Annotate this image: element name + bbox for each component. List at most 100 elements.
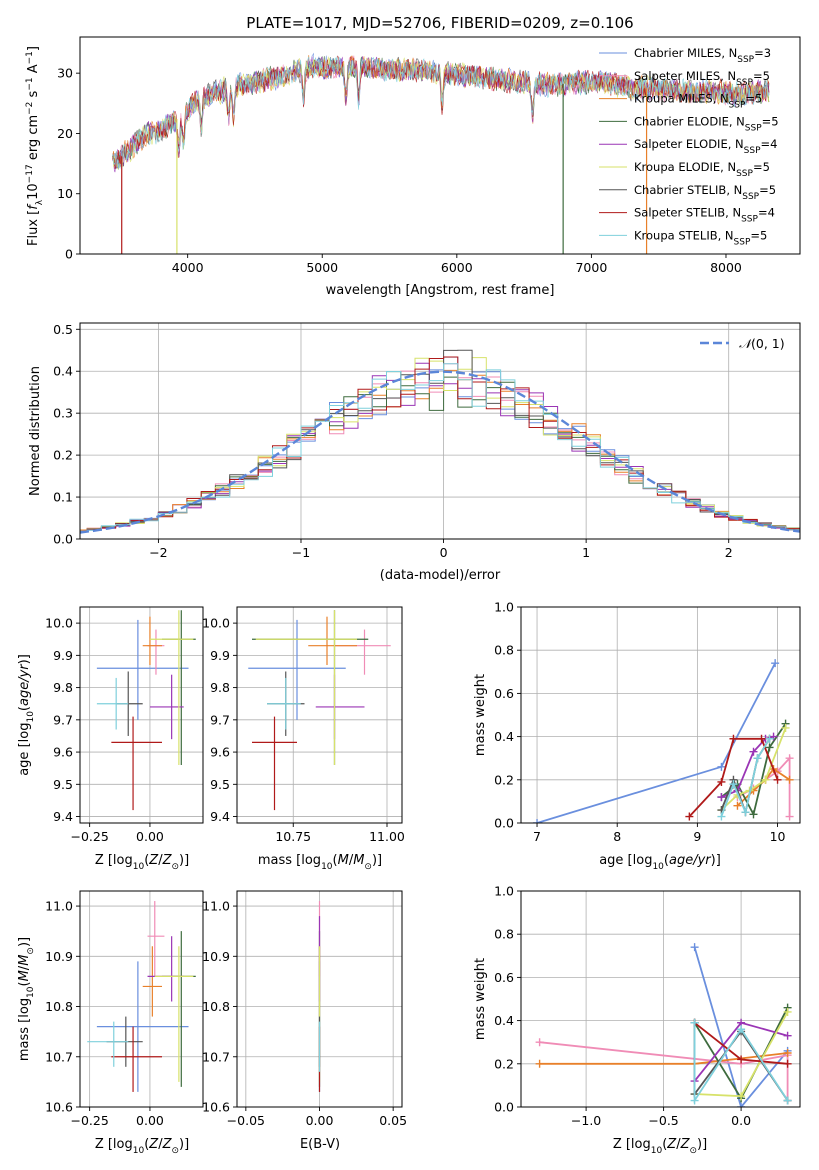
y-tick-label: 11.0	[202, 899, 230, 914]
axes-frame	[236, 606, 403, 824]
weight-marker	[783, 1007, 792, 1016]
weight-marker	[690, 943, 699, 952]
x-tick-label: 0.00	[306, 1113, 334, 1128]
legend-entry: Chabrier ELODIE, NSSP=5	[634, 114, 779, 133]
page-title: PLATE=1017, MJD=52706, FIBERID=0209, z=0…	[246, 14, 633, 32]
weight-marker	[771, 659, 780, 668]
axes-frame	[520, 606, 801, 824]
weight-marker	[717, 777, 726, 786]
plot-area	[533, 659, 794, 823]
y-tick-label: 9.4	[210, 809, 230, 824]
plot-area	[248, 610, 391, 811]
y-tick-label: 10.0	[45, 616, 73, 631]
legend-entry: Kroupa ELODIE, NSSP=5	[634, 160, 770, 179]
weight-marker	[685, 812, 694, 821]
plot-area	[80, 349, 800, 534]
weight-marker	[785, 812, 794, 821]
x-tick-label: 5000	[306, 260, 338, 275]
chart-massweight-vs-Z: −1.0 −0.5 0.0 0.0 0.2 0.4 0.6 0.8 1.0 Z [log10(Z/…	[473, 884, 801, 1156]
weight-marker	[783, 1059, 792, 1068]
legend-entry: Kroupa STELIB, NSSP=5	[634, 228, 767, 247]
y-tick-label: 9.7	[53, 712, 73, 727]
x-tick-label: 2	[725, 545, 733, 560]
weight-marker	[737, 1025, 746, 1034]
weight-marker	[690, 1096, 699, 1105]
y-axis-label: mass [log10(M/M⊙)]	[17, 937, 36, 1061]
axes-frame	[79, 606, 204, 824]
y-tick-label: 0.2	[494, 772, 514, 787]
x-tick-label: 0.00	[136, 829, 164, 844]
y-tick-label: 9.9	[210, 648, 230, 663]
weight-marker	[749, 747, 758, 756]
y-tick-label: 10.8	[45, 999, 73, 1014]
weight-series-line	[539, 1041, 789, 1101]
x-tick-label: 8000	[710, 260, 742, 275]
weight-series-line	[693, 1022, 789, 1104]
y-tick-label: 0.6	[494, 970, 514, 985]
y-tick-label: 10.9	[202, 949, 230, 964]
weight-marker	[737, 1092, 746, 1101]
legend-entry: Chabrier STELIB, NSSP=5	[634, 183, 776, 202]
y-tick-label: 9.7	[210, 712, 230, 727]
x-tick-label: 7000	[575, 260, 607, 275]
y-tick-label: 10.0	[202, 616, 230, 631]
chart-residuals: −2 −1 0 1 2 0.0 0.1 0.2 0.3 0.4 0.5 𝒩(0, 1) (data-mo…	[28, 322, 801, 583]
weight-marker	[717, 793, 726, 802]
y-tick-label: 0.0	[494, 1100, 514, 1115]
x-axis-label: Z [log10(Z/Z⊙)]	[613, 1137, 707, 1156]
y-tick-label: 0.0	[53, 532, 73, 547]
x-tick-label: −0.25	[70, 1113, 108, 1128]
y-axis-label: Flux [fλ10−17 erg cm−2 s−1 A−1]	[25, 46, 45, 246]
weight-marker	[733, 801, 742, 810]
y-tick-label: 20	[57, 126, 73, 141]
weight-marker	[785, 775, 794, 784]
x-tick-label: 10.75	[275, 829, 311, 844]
y-tick-label: 1.0	[494, 600, 514, 615]
y-tick-label: 0.2	[494, 1056, 514, 1071]
weight-marker	[729, 780, 738, 789]
y-tick-label: 30	[57, 66, 73, 81]
weight-marker	[741, 808, 750, 817]
x-tick-label: −0.25	[70, 829, 108, 844]
y-tick-label: 0.2	[53, 448, 73, 463]
x-axis-label: E(B-V)	[300, 1137, 340, 1152]
axes-frame	[79, 890, 204, 1108]
y-axis-label: age [log10(age/yr)]	[17, 654, 36, 776]
weight-marker	[690, 1018, 699, 1027]
weight-marker	[737, 1103, 746, 1107]
y-tick-label: 9.4	[53, 809, 73, 824]
x-tick-label: 6000	[441, 260, 473, 275]
y-tick-label: 9.5	[53, 777, 73, 792]
y-tick-label: 11.0	[45, 899, 73, 914]
chart-age-vs-Z: −0.25 0.00 9.4 9.5 9.6 9.7 9.8 9.9 10.0 Z [log10(…	[17, 606, 204, 872]
grid	[80, 607, 203, 823]
y-tick-label: 10	[57, 186, 73, 201]
chart-spectrum: 4000 5000 6000 7000 8000 0 10 20 30 Chabrier MILE…	[25, 36, 801, 298]
y-tick-label: 9.8	[210, 680, 230, 695]
weight-marker	[769, 732, 778, 741]
normal-curve	[80, 370, 800, 534]
legend-entry: Salpeter ELODIE, NSSP=4	[634, 137, 777, 156]
legend-entry: Salpeter MILES, NSSP=5	[634, 69, 770, 88]
x-axis-label: Z [log10(Z/Z⊙)]	[95, 853, 189, 872]
x-tick-label: 9	[693, 829, 701, 844]
y-tick-label: 9.6	[53, 745, 73, 760]
y-tick-label: 9.5	[210, 777, 230, 792]
y-tick-label: 0.8	[494, 927, 514, 942]
x-tick-label: 0.0	[731, 1113, 751, 1128]
weight-marker	[533, 819, 542, 823]
weight-marker	[729, 734, 738, 743]
x-tick-label: 0	[440, 545, 448, 560]
weight-marker	[765, 743, 774, 752]
y-tick-label: 10.9	[45, 949, 73, 964]
x-tick-label: 10	[770, 829, 786, 844]
y-axis-label: mass weight	[473, 958, 488, 1040]
y-tick-label: 0.6	[494, 686, 514, 701]
y-tick-label: 10.6	[45, 1100, 73, 1115]
y-axis-label: mass weight	[473, 674, 488, 756]
legend-entry: Kroupa MILES, NSSP=5	[634, 92, 762, 111]
x-tick-label: −0.5	[648, 1113, 678, 1128]
y-tick-label: 0.4	[53, 364, 73, 379]
